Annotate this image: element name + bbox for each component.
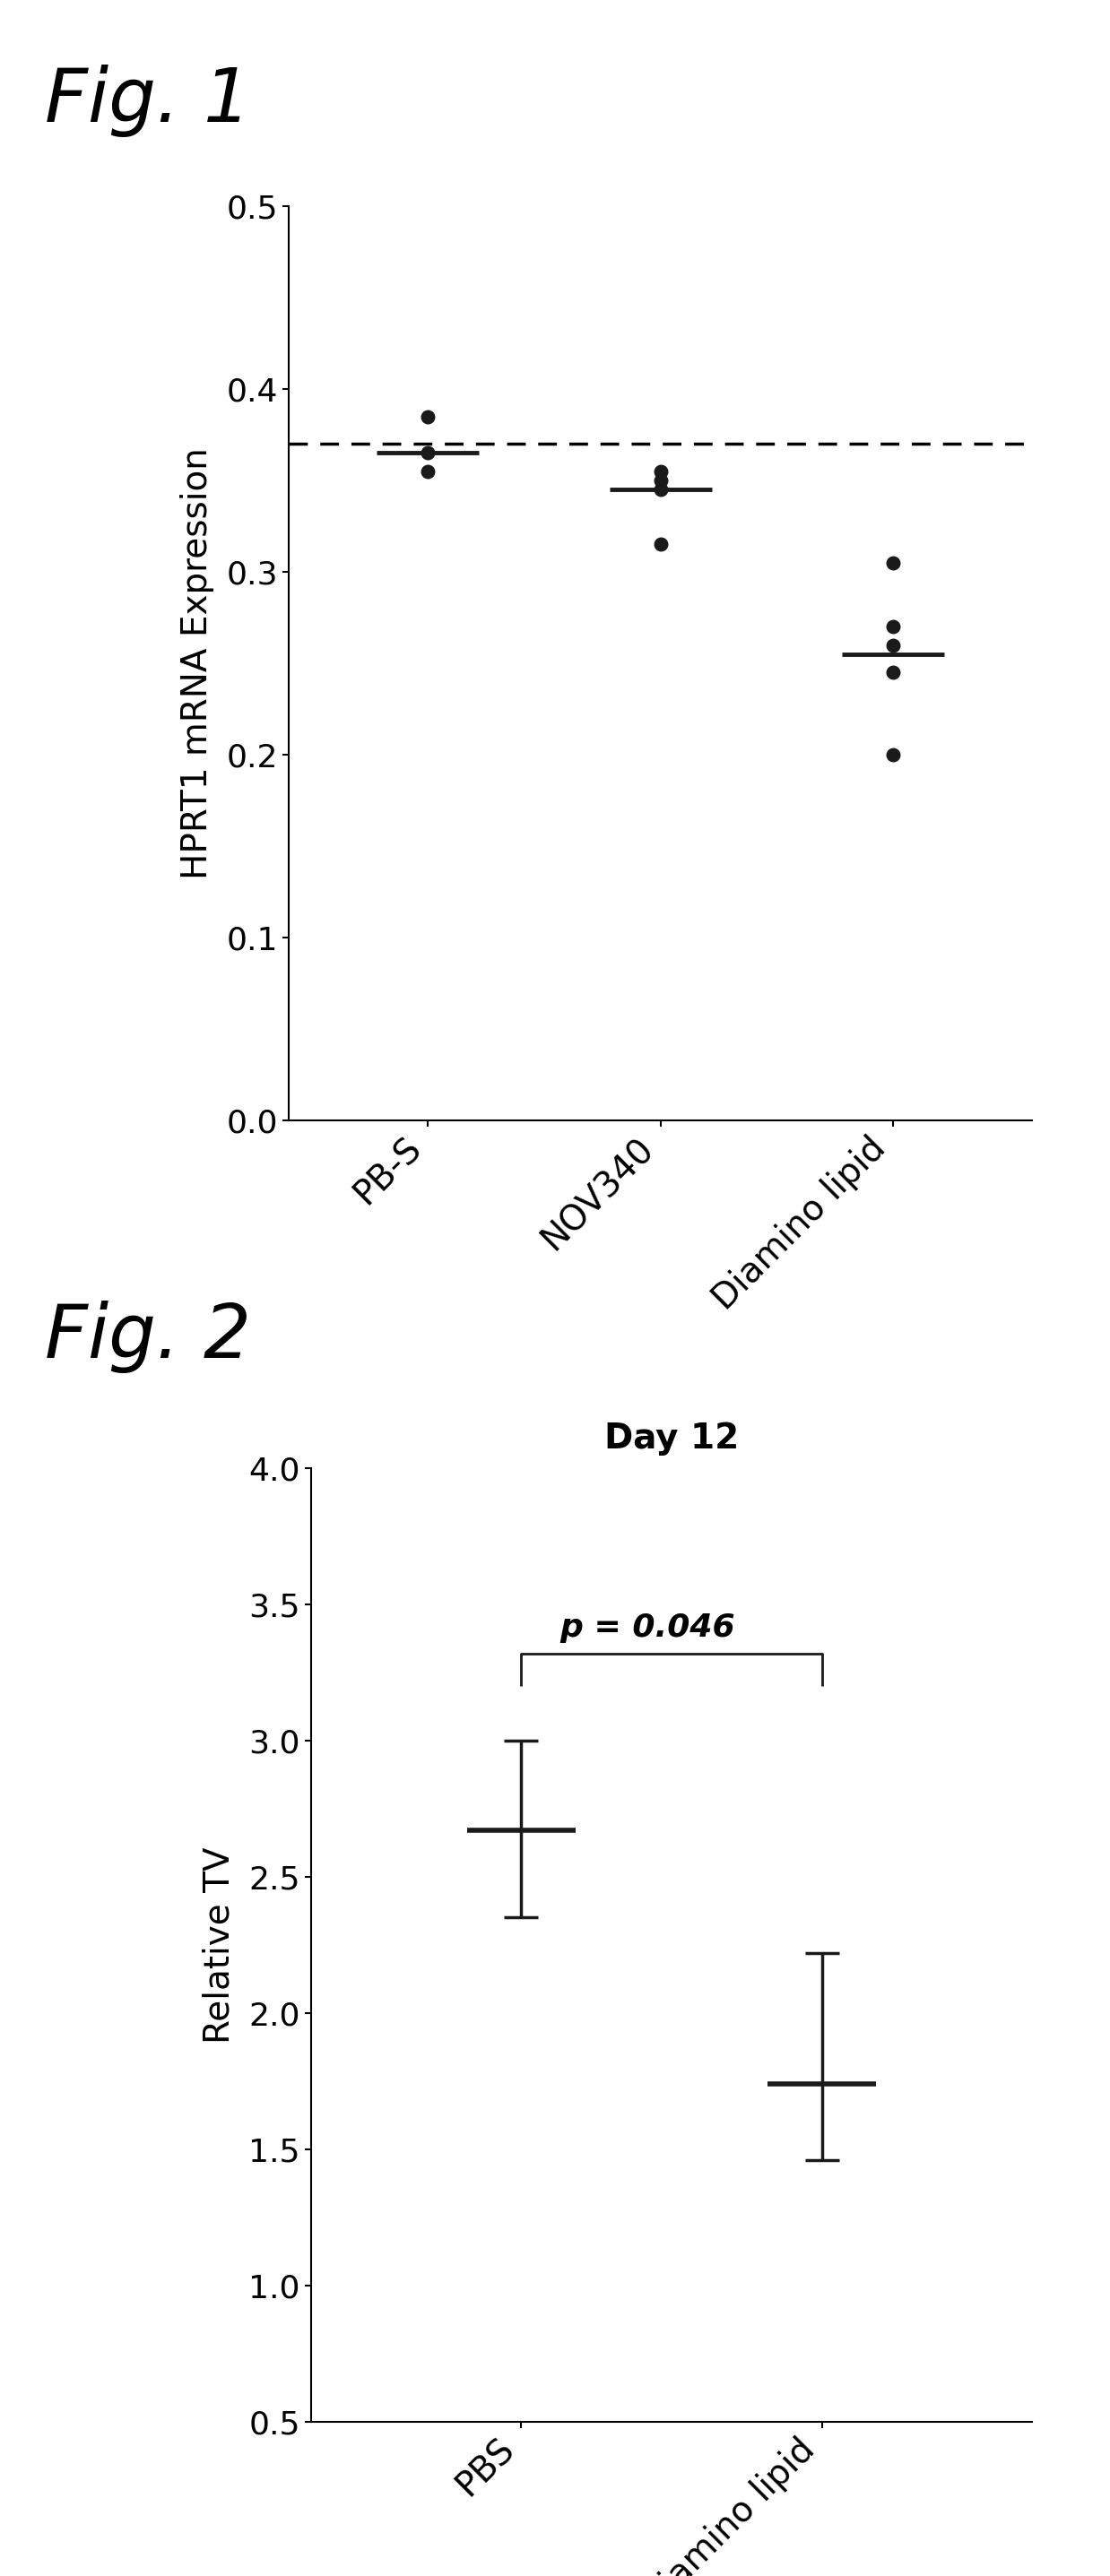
Point <box>420 397 437 438</box>
Point <box>884 623 901 665</box>
Text: Fig. 2: Fig. 2 <box>44 1301 251 1373</box>
Text: Fig. 1: Fig. 1 <box>44 64 251 137</box>
Point <box>420 433 437 474</box>
Point <box>652 523 669 564</box>
Title: Day 12: Day 12 <box>604 1422 739 1455</box>
Y-axis label: HPRT1 mRNA Expression: HPRT1 mRNA Expression <box>180 448 214 878</box>
Point <box>420 451 437 492</box>
Point <box>884 541 901 582</box>
Point <box>652 469 669 510</box>
Point <box>884 734 901 775</box>
Point <box>652 459 669 500</box>
Point <box>652 451 669 492</box>
Point <box>884 605 901 647</box>
Y-axis label: Relative TV: Relative TV <box>202 1847 236 2043</box>
Point <box>884 652 901 693</box>
Text: p = 0.046: p = 0.046 <box>559 1613 735 1643</box>
